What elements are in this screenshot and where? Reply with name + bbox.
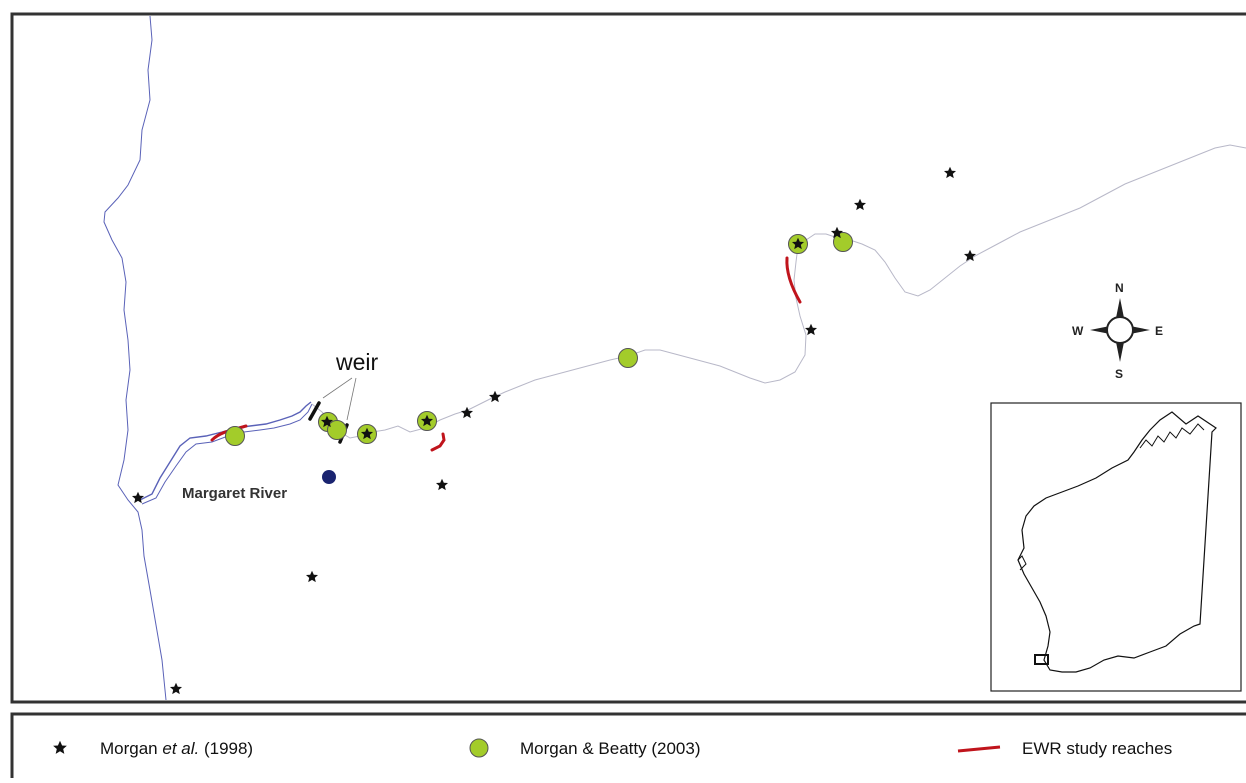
- legend-red-line-icon: [957, 745, 1001, 753]
- weir-label: weir: [335, 349, 379, 375]
- inset-coast-detail: [1017, 423, 1205, 571]
- legend-frame: [10, 712, 1246, 783]
- inset-study-area-box: [1034, 654, 1049, 665]
- green-sites: [225, 232, 853, 446]
- legend-item-morgan-beatty-2003: Morgan & Beatty (2003): [520, 739, 700, 758]
- upper-river: [311, 144, 1246, 439]
- legend-item-morgan-1998: Morgan et al. (1998): [100, 739, 253, 758]
- compass-rose-icon: N S W E: [1072, 281, 1163, 381]
- legend-item-ewr-study-reaches: EWR study reaches: [1022, 739, 1172, 758]
- compass-west: W: [1072, 324, 1084, 338]
- legend-green-circle-icon: [469, 738, 489, 758]
- green-site: [225, 426, 245, 446]
- green-site: [327, 420, 347, 440]
- weir-bar-1: [308, 401, 321, 421]
- compass-north: N: [1115, 281, 1124, 295]
- ewr-reach-2: [430, 432, 446, 452]
- coastline-river: [103, 15, 167, 701]
- weir-leaders: [322, 377, 357, 421]
- compass-south: S: [1115, 367, 1123, 381]
- compass-east: E: [1155, 324, 1163, 338]
- town-label: Margaret River: [182, 485, 287, 502]
- green-site: [618, 348, 638, 368]
- town-marker: [322, 470, 336, 484]
- inset-frame: [990, 402, 1242, 692]
- ewr-reach-3: [785, 256, 802, 304]
- green-site: [833, 232, 853, 252]
- inset-wa-outline: [1017, 411, 1217, 673]
